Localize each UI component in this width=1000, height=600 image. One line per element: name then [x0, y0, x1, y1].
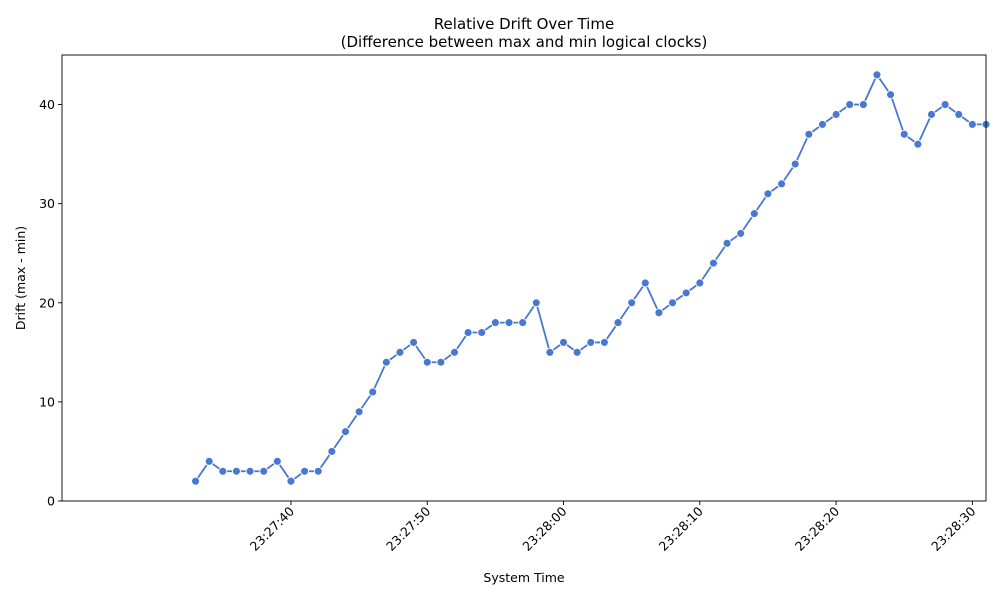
data-point: [858, 100, 868, 110]
data-point: [368, 387, 378, 397]
y-tick-label: 10: [39, 394, 55, 409]
data-point: [913, 139, 923, 149]
x-tick-label: 23:28:30: [928, 503, 978, 553]
data-point: [354, 407, 364, 417]
data-point: [531, 298, 541, 308]
x-tick-label: 23:28:10: [656, 503, 706, 553]
data-point: [313, 466, 323, 476]
data-point: [695, 278, 705, 288]
data-point: [545, 347, 555, 357]
plot-frame: [61, 54, 987, 502]
data-point: [886, 90, 896, 100]
data-point: [341, 427, 350, 437]
data-point: [681, 288, 691, 298]
data-point: [845, 100, 855, 110]
data-point: [395, 347, 405, 357]
y-axis-ticks: 0 10 20 30 40: [39, 97, 62, 509]
data-point: [640, 278, 650, 288]
data-point: [490, 318, 500, 328]
data-point: [231, 466, 241, 476]
data-point: [599, 337, 609, 347]
drift-series-line: [194, 73, 986, 483]
data-point: [572, 347, 582, 357]
y-tick-label: 30: [39, 196, 55, 211]
data-point: [204, 456, 214, 466]
data-point: [409, 337, 419, 347]
data-point: [436, 357, 446, 367]
data-point: [872, 70, 882, 80]
x-tick-label: 23:27:40: [247, 503, 297, 553]
data-point: [627, 298, 637, 308]
data-point: [422, 357, 432, 367]
data-point: [927, 110, 936, 119]
x-tick-label: 23:28:00: [519, 503, 569, 553]
data-point: [381, 357, 391, 367]
data-point: [559, 337, 568, 347]
y-tick-label: 20: [39, 295, 55, 310]
data-point: [777, 179, 787, 189]
x-axis-ticks: 23:27:40 23:27:50 23:28:00 23:28:10 23:28:20…: [247, 501, 979, 554]
data-point: [654, 308, 664, 318]
data-point: [463, 328, 473, 337]
data-point: [477, 328, 487, 337]
x-tick-label: 23:27:50: [383, 503, 433, 553]
data-point: [272, 456, 282, 466]
data-point: [763, 189, 773, 199]
data-point: [736, 228, 746, 238]
data-point: [286, 476, 296, 486]
chart-title: Relative Drift Over Time: [434, 15, 614, 33]
chart-subtitle: (Difference between max and min logical …: [341, 33, 708, 51]
data-point: [218, 466, 228, 476]
data-point: [967, 119, 977, 129]
data-point: [668, 298, 677, 308]
x-axis-label: System Time: [483, 570, 564, 585]
y-axis-label: Drift (max - min): [13, 226, 28, 330]
data-point: [504, 318, 514, 328]
y-tick-label: 0: [47, 494, 55, 509]
data-point: [749, 209, 759, 219]
data-point: [586, 337, 596, 347]
data-point: [450, 347, 459, 357]
data-point: [818, 119, 827, 129]
data-point: [327, 446, 337, 456]
data-point: [191, 476, 201, 486]
data-point: [708, 258, 718, 268]
data-point: [899, 129, 909, 139]
data-point: [804, 129, 814, 139]
data-point: [790, 159, 800, 169]
data-point: [954, 110, 964, 119]
data-point: [722, 238, 732, 248]
data-point: [259, 466, 269, 476]
drift-series-markers: [191, 70, 991, 486]
data-point: [831, 110, 841, 119]
x-tick-label: 23:28:20: [792, 503, 842, 553]
data-point: [940, 100, 950, 110]
data-point: [300, 466, 310, 476]
y-tick-label: 40: [39, 97, 55, 112]
data-point: [518, 318, 528, 328]
data-point: [613, 318, 623, 328]
data-point: [245, 466, 255, 476]
